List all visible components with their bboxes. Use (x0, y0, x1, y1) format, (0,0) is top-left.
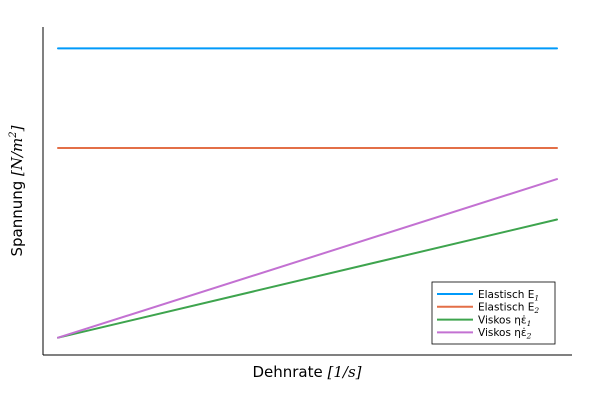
x-axis-label-unit: [1/s] (328, 363, 362, 381)
y-axis-label-text: Spannung (8, 181, 26, 257)
y-axis-label-unit-close: ] (8, 125, 26, 132)
series-line-3 (57, 218, 558, 339)
legend-label-2: Elastisch E2 (478, 302, 539, 316)
x-axis-label: Dehnrate [1/s] (252, 363, 361, 381)
x-axis-label-text: Dehnrate (252, 363, 322, 381)
legend-label-4: Viskos ηε̇2 (478, 327, 532, 341)
legend-label-1: Elastisch E1 (478, 289, 539, 303)
series-line-4 (57, 178, 558, 339)
legend-label-3: Viskos ηε̇1 (478, 314, 531, 328)
y-axis-label: Spannung [N/m2] (8, 125, 26, 256)
series-layer (57, 47, 558, 339)
y-axis-label-unit: [N/m (8, 138, 26, 176)
legend-box (431, 281, 556, 345)
y-axis-label-unit-sup: 2 (8, 131, 19, 138)
axes (42, 27, 572, 356)
